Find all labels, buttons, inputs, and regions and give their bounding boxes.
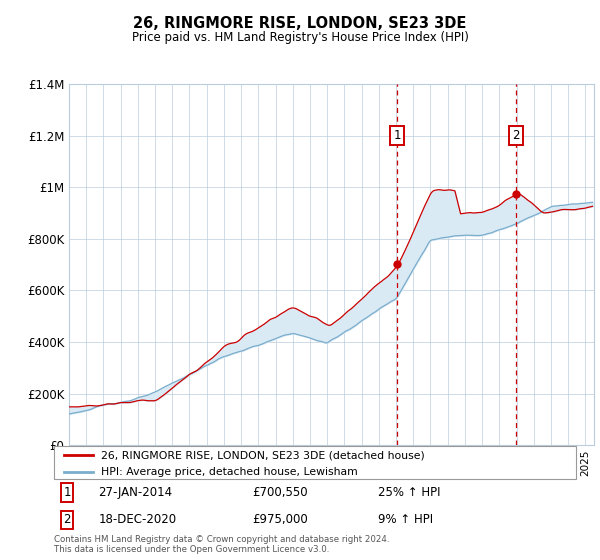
Text: 9% ↑ HPI: 9% ↑ HPI xyxy=(377,514,433,526)
Text: 25% ↑ HPI: 25% ↑ HPI xyxy=(377,486,440,499)
Text: HPI: Average price, detached house, Lewisham: HPI: Average price, detached house, Lewi… xyxy=(101,466,358,477)
Text: 26, RINGMORE RISE, LONDON, SE23 3DE (detached house): 26, RINGMORE RISE, LONDON, SE23 3DE (det… xyxy=(101,450,425,460)
Text: 2: 2 xyxy=(512,129,520,142)
Text: 2: 2 xyxy=(64,514,71,526)
Text: Contains HM Land Registry data © Crown copyright and database right 2024.
This d: Contains HM Land Registry data © Crown c… xyxy=(54,535,389,554)
Text: 1: 1 xyxy=(64,486,71,499)
Text: 26, RINGMORE RISE, LONDON, SE23 3DE: 26, RINGMORE RISE, LONDON, SE23 3DE xyxy=(133,16,467,31)
Text: £975,000: £975,000 xyxy=(253,514,308,526)
Text: £700,550: £700,550 xyxy=(253,486,308,499)
Text: Price paid vs. HM Land Registry's House Price Index (HPI): Price paid vs. HM Land Registry's House … xyxy=(131,31,469,44)
FancyBboxPatch shape xyxy=(54,446,576,479)
Text: 18-DEC-2020: 18-DEC-2020 xyxy=(98,514,176,526)
Text: 27-JAN-2014: 27-JAN-2014 xyxy=(98,486,172,499)
Text: 1: 1 xyxy=(394,129,401,142)
